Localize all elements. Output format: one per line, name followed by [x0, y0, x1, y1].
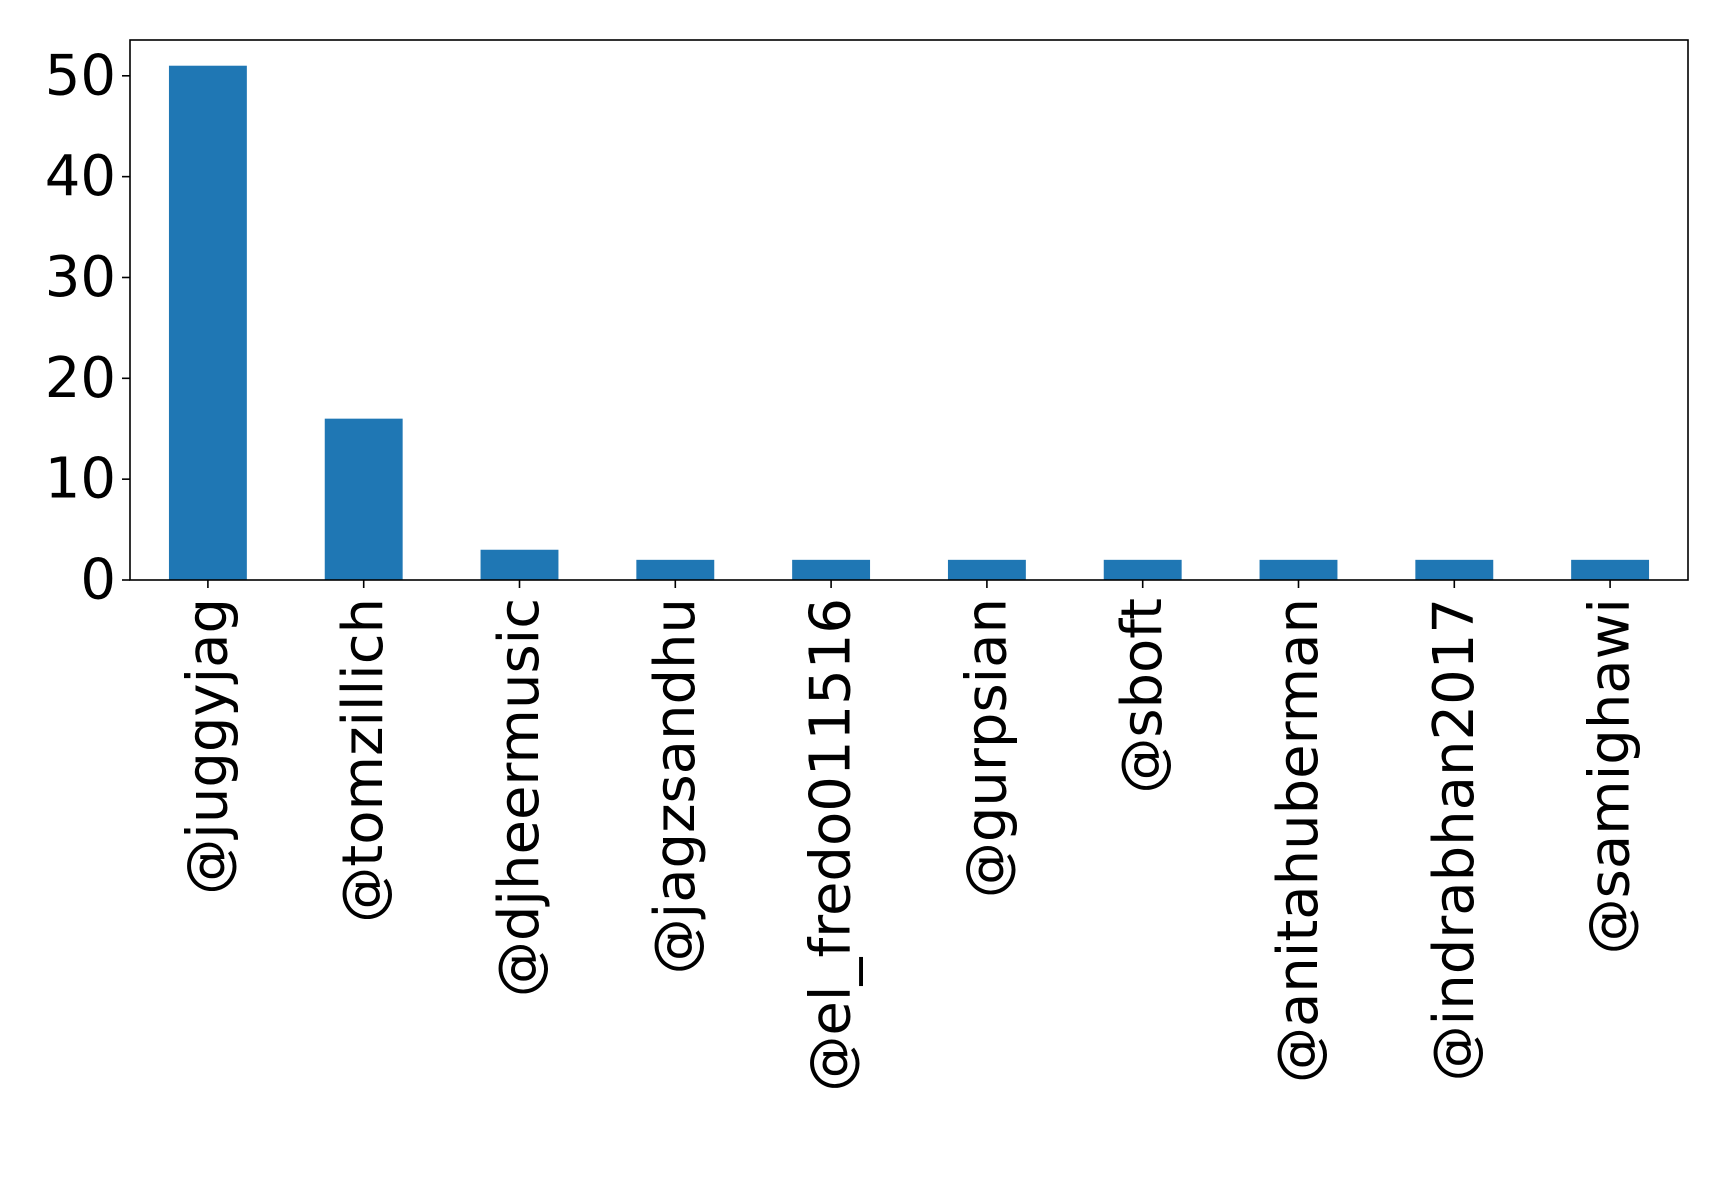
x-tick-label: @anitahuberman: [1266, 598, 1331, 1083]
y-tick-label: 30: [45, 245, 116, 310]
x-tick-label: @sboft: [1110, 598, 1175, 794]
x-tick-label: @djheermusic: [487, 598, 552, 997]
plot-frame: [129, 39, 1689, 581]
x-tick-label: @el_fredo011516: [799, 598, 864, 1092]
x-tick-label: @samighawi: [1578, 598, 1643, 954]
x-axis: @juggyjag @tomzillich @djheermusic @jagzsan…: [175, 580, 1643, 1092]
y-tick-label: 40: [45, 144, 116, 209]
bar: [168, 65, 247, 580]
bar: [636, 559, 715, 580]
x-tick-label: @jagzsandhu: [643, 598, 708, 974]
y-tick-label: 20: [45, 346, 116, 411]
bar: [1415, 559, 1494, 580]
x-tick-label: @juggyjag: [175, 598, 240, 895]
x-tick-label: @tomzillich: [331, 598, 396, 923]
bars-group: [168, 65, 1650, 580]
x-tick-label: @indrabhan2017: [1422, 598, 1487, 1081]
x-tick-label: @gurpsian: [954, 598, 1019, 898]
bar: [792, 559, 871, 580]
bar: [947, 559, 1026, 580]
y-tick-label: 50: [45, 43, 116, 108]
bar: [1103, 559, 1182, 580]
bar: [480, 549, 559, 580]
y-tick-label: 10: [45, 447, 116, 512]
bar: [1571, 559, 1650, 580]
bar: [1259, 559, 1338, 580]
y-axis: 0 10 20 30 40 50: [45, 43, 130, 613]
bar: [324, 418, 403, 580]
y-tick-label: 0: [80, 548, 116, 613]
